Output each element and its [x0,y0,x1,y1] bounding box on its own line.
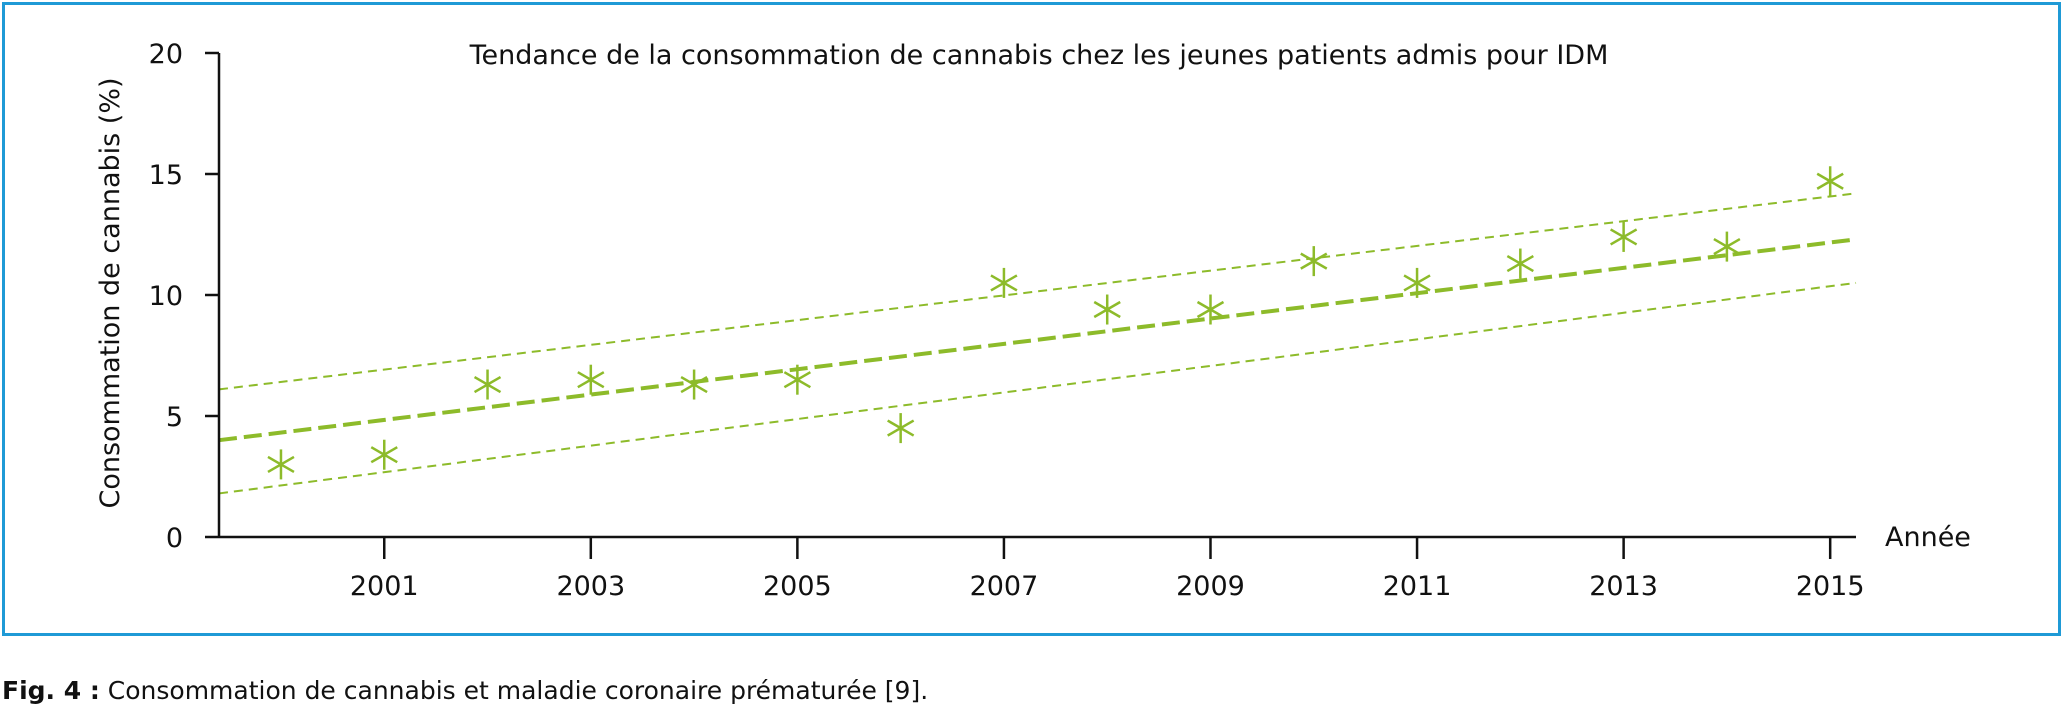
figure-caption: Fig. 4 : Consommation de cannabis et mal… [2,676,928,706]
tick-labels: 0 5 10 15 20 2001 2003 2005 2007 2009 2011 2013 2015 [149,39,1865,602]
x-tick-label: 2003 [556,571,625,602]
y-axis-label: Consommation de cannabis (%) [95,77,126,508]
data-point [680,369,708,400]
x-axis-label: Année [1885,522,1971,553]
x-tick-label: 2015 [1796,571,1865,602]
data-point [1506,248,1534,279]
data-point [370,439,398,470]
trend-lines [218,192,1857,495]
data-point [267,449,295,480]
data-point [473,369,502,400]
figure-frame [2,2,2061,636]
data-point [1300,246,1328,277]
data-point [1093,294,1121,325]
data-point [1403,267,1431,298]
data-point [1610,221,1638,252]
data-point [887,413,915,444]
upper-confidence-line [218,192,1857,391]
x-tick-label: 2013 [1589,571,1658,602]
x-tick-label: 2001 [350,571,419,602]
x-tick-label: 2009 [1176,571,1245,602]
caption-label: Fig. 4 : [2,676,100,705]
x-tick-label: 2007 [970,571,1039,602]
axes [205,51,1856,559]
y-tick-label: 5 [166,402,183,433]
data-point [783,364,811,395]
lower-confidence-line [218,281,1857,495]
caption-text: Consommation de cannabis et maladie coro… [99,676,929,705]
chart: 0 5 10 15 20 2001 2003 2005 2007 2009 2011 2013 2015… [95,39,1971,602]
y-tick-label: 0 [166,523,183,554]
data-point [1816,166,1844,197]
data-point [990,267,1018,298]
data-point [1713,231,1741,262]
y-tick-label: 20 [149,39,183,70]
x-tick-label: 2005 [763,571,832,602]
data-points [267,166,1844,480]
y-tick-label: 15 [149,160,183,191]
x-tick-label: 2011 [1383,571,1452,602]
trend-line [218,237,1857,443]
y-tick-label: 10 [149,281,183,312]
data-point [577,364,605,395]
data-point [1196,294,1225,325]
chart-title: Tendance de la consommation de cannabis … [469,40,1609,71]
